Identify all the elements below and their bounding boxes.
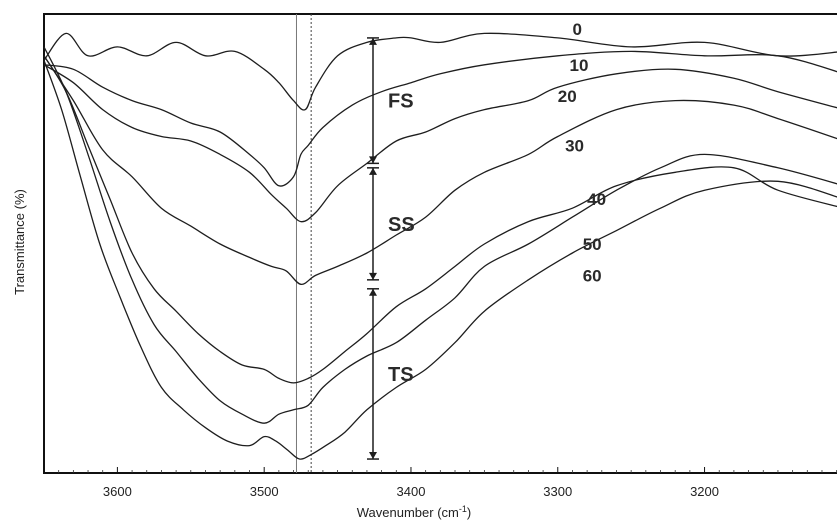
series-labels: 0 10 20 30 40 50 60 (558, 20, 606, 285)
stage-label-ts: TS (388, 364, 414, 386)
series-label-50: 50 (583, 235, 602, 254)
spectrum-line-20 (43, 64, 837, 223)
x-tick-label: 3300 (543, 484, 572, 499)
series-label-40: 40 (587, 190, 606, 209)
spectrum-line-10 (43, 50, 837, 187)
stage-marker-arrowhead (369, 288, 377, 296)
stage-marker-arrowhead (369, 37, 377, 45)
x-minor-ticks (58, 470, 837, 473)
y-axis-title: Transmittance (%) (12, 189, 27, 295)
x-tick-label: 3600 (103, 484, 132, 499)
spectrum-line-30 (43, 55, 837, 285)
spectrum-line-0 (43, 32, 837, 111)
stage-label-fs: FS (388, 91, 414, 113)
series-label-60: 60 (583, 266, 602, 285)
stage-marker-arrowhead (369, 272, 377, 280)
series-label-30: 30 (565, 136, 584, 155)
spectra-curves (43, 32, 837, 460)
stage-marker-arrowhead (369, 167, 377, 175)
x-tick-label: 3200 (690, 484, 719, 499)
x-major-ticks: 3600 3500 3400 3300 3200 (103, 467, 719, 499)
stage-marker-arrowhead (369, 452, 377, 460)
x-tick-label: 3400 (397, 484, 426, 499)
spectrum-line-40 (43, 55, 837, 384)
series-label-10: 10 (570, 56, 589, 75)
spectrum-line-60 (43, 60, 837, 460)
x-axis-title: Wavenumber (cm-1) (357, 504, 471, 520)
spectrum-line-50 (43, 46, 837, 424)
stage-markers: FS SS TS (367, 37, 415, 460)
stage-label-ss: SS (388, 214, 415, 236)
series-label-0: 0 (572, 20, 581, 39)
stage-marker-arrowhead (369, 156, 377, 164)
reference-lines (295, 14, 312, 473)
plot-frame (43, 13, 837, 474)
series-label-20: 20 (558, 87, 577, 106)
x-tick-label: 3500 (250, 484, 279, 499)
